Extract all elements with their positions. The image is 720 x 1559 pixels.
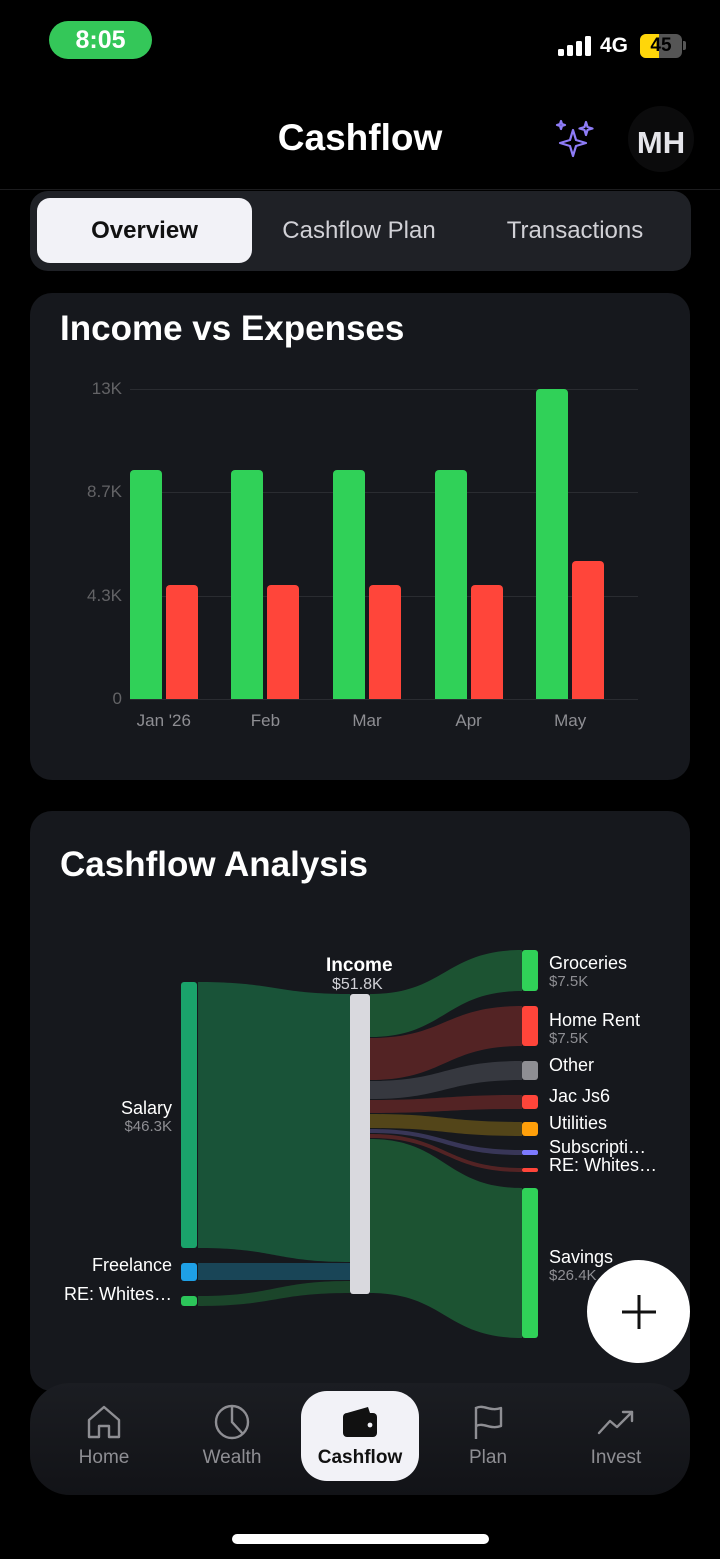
y-tick-label: 0	[112, 689, 122, 708]
cellular-signal-icon	[558, 36, 591, 56]
income-expense-bar-chart: 13K 8.7K 4.3K 0 Jan '26 Feb Mar Apr May	[30, 293, 690, 780]
x-tick-label: Mar	[352, 711, 382, 730]
expense-bar[interactable]	[267, 584, 300, 699]
nav-home[interactable]: Home	[45, 1391, 163, 1481]
income-bar[interactable]	[333, 470, 365, 699]
y-tick-label: 4.3K	[87, 585, 122, 605]
card-title: Cashflow Analysis	[60, 845, 368, 884]
x-tick-label: Apr	[455, 711, 482, 730]
expense-bar[interactable]	[369, 584, 401, 699]
expense-bar[interactable]	[470, 584, 503, 699]
flag-icon	[474, 1405, 503, 1439]
nav-label: Invest	[590, 1447, 642, 1468]
expense-bar[interactable]	[165, 584, 198, 699]
home-indicator	[232, 1534, 489, 1544]
wallet-icon	[343, 1407, 377, 1437]
income-bar[interactable]	[536, 389, 569, 699]
tab-cashflow-plan[interactable]: Cashflow Plan	[282, 217, 436, 244]
target-value-groceries: $7.5K	[549, 973, 589, 990]
segmented-tabs: Overview Cashflow Plan Transactions	[30, 191, 691, 271]
battery-nub	[683, 41, 686, 50]
target-label-home-rent: Home Rent	[549, 1010, 641, 1030]
page-title: Cashflow	[277, 117, 443, 158]
nav-plan[interactable]: Plan	[429, 1391, 547, 1481]
trending-up-icon	[597, 1410, 634, 1435]
nav-label: Wealth	[202, 1447, 262, 1468]
network-type: 4G	[600, 34, 629, 57]
bottom-nav: Home Wealth Cashflow Plan Invest	[30, 1383, 690, 1495]
y-tick-label: 13K	[91, 379, 122, 398]
target-label-savings: Savings	[549, 1247, 614, 1267]
gridline	[130, 389, 638, 390]
battery-level: 45	[650, 35, 672, 56]
battery-icon: 45	[640, 34, 682, 58]
income-node-label: Income	[326, 955, 393, 976]
tab-transactions[interactable]: Transactions	[506, 217, 644, 244]
gridline	[130, 492, 638, 494]
target-value-savings: $26.4K	[549, 1267, 597, 1284]
target-label-groceries: Groceries	[549, 953, 628, 973]
tab-overview[interactable]: Overview	[37, 198, 252, 263]
target-label-other: Other	[549, 1055, 595, 1075]
nav-label: Plan	[468, 1447, 508, 1468]
x-tick-label: May	[554, 711, 587, 730]
header-divider	[0, 189, 720, 190]
expense-bar[interactable]	[572, 560, 605, 699]
y-tick-label: 8.7K	[87, 482, 122, 502]
nav-cashflow[interactable]: Cashflow	[301, 1391, 419, 1481]
income-node-value: $51.8K	[332, 976, 383, 993]
card-title: Income vs Expenses	[60, 309, 405, 348]
source-label-re-whites: RE: Whites…	[63, 1284, 172, 1304]
target-label-utilities: Utilities	[549, 1113, 608, 1133]
income-bar[interactable]	[129, 470, 162, 699]
target-label-subscriptions: Subscripti…	[549, 1137, 647, 1157]
source-label-freelance: Freelance	[91, 1255, 172, 1275]
status-time: 8:05	[49, 21, 152, 59]
home-icon	[87, 1405, 121, 1439]
source-label-salary: Salary	[120, 1098, 172, 1118]
ai-sparkle-icon[interactable]	[553, 118, 597, 162]
target-value-home-rent: $7.5K	[549, 1030, 589, 1047]
nav-label: Home	[78, 1447, 130, 1468]
target-label-jac: Jac Js6	[549, 1086, 611, 1106]
x-tick-label: Feb	[250, 711, 281, 730]
nav-wealth[interactable]: Wealth	[173, 1391, 291, 1481]
x-tick-label: Jan '26	[136, 711, 191, 730]
gridline	[130, 699, 638, 700]
source-value-salary: $46.3K	[124, 1118, 172, 1135]
income-bar[interactable]	[231, 470, 264, 699]
income-vs-expenses-card: Income vs Expenses 13K 8.7K 4.3K 0 Jan '26 Fe…	[30, 293, 690, 780]
target-label-re-whites: RE: Whites…	[549, 1155, 658, 1175]
pie-chart-icon	[214, 1404, 250, 1440]
add-button[interactable]	[587, 1260, 690, 1363]
income-bar[interactable]	[434, 470, 467, 699]
nav-invest[interactable]: Invest	[557, 1391, 675, 1481]
avatar[interactable]: MH	[628, 106, 694, 172]
nav-label: Cashflow	[317, 1447, 403, 1468]
